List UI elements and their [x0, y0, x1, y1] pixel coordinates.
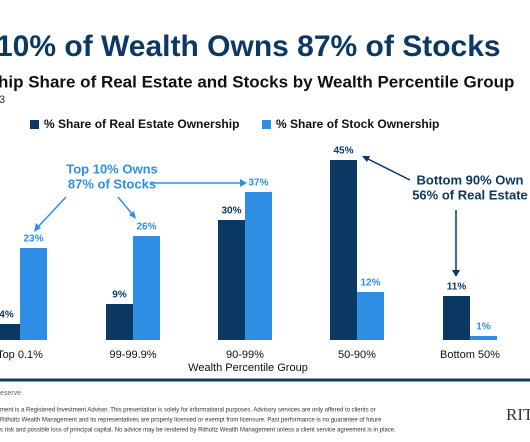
bar — [470, 336, 497, 340]
footer-text: Ritholtz Wealth Management and its repre… — [0, 418, 382, 424]
chart-title: 10% of Wealth Owns 87% of Stocks — [0, 30, 501, 63]
annotation: Top 10% Owns — [66, 161, 158, 176]
x-tick-label: 99-99.9% — [109, 349, 156, 361]
x-tick-label: 90-99% — [226, 349, 264, 361]
x-axis-label: Wealth Percentile Group — [188, 362, 308, 374]
value-label: 1% — [476, 322, 491, 333]
footer-text: eserve — [0, 390, 21, 397]
legend-label: % Share of Real Estate Ownership — [44, 117, 239, 131]
chart-subtitle: hip Share of Real Estate and Stocks by W… — [0, 72, 514, 91]
value-label: 4% — [0, 310, 14, 321]
logo: RIT — [506, 405, 530, 424]
annotation: 87% of Stocks — [68, 176, 156, 191]
x-tick-label: Top 0.1% — [0, 349, 43, 361]
value-label: 37% — [248, 178, 268, 189]
legend-label: % Share of Stock Ownership — [276, 117, 439, 131]
footer-text: s risk and possible loss of principal ca… — [0, 428, 396, 434]
legend-swatch — [30, 120, 39, 129]
bar — [245, 192, 272, 340]
value-label: 11% — [447, 282, 467, 293]
x-tick-label: Bottom 50% — [440, 349, 500, 361]
value-label: 9% — [112, 290, 127, 301]
value-label: 26% — [136, 222, 156, 233]
bar — [106, 304, 133, 340]
value-label: 23% — [23, 234, 43, 245]
bar — [133, 236, 160, 340]
bar — [20, 248, 47, 340]
arrow-heads — [34, 156, 460, 277]
bar — [0, 324, 20, 340]
annotation: Bottom 90% Own — [417, 172, 524, 187]
annotation-arrows — [36, 157, 457, 272]
bar — [330, 160, 357, 340]
value-label: 12% — [360, 278, 380, 289]
footer-text: ment is a Registered Investment Adviser.… — [0, 408, 376, 414]
bar — [443, 296, 470, 340]
value-label: 30% — [221, 206, 241, 217]
legend-swatch — [262, 120, 271, 129]
chart-date: 3 — [0, 94, 5, 106]
annotation: 56% of Real Estate — [412, 187, 528, 202]
x-tick-label: 50-90% — [338, 349, 376, 361]
bar — [357, 292, 384, 340]
value-label: 45% — [333, 146, 353, 157]
bar — [218, 220, 245, 340]
